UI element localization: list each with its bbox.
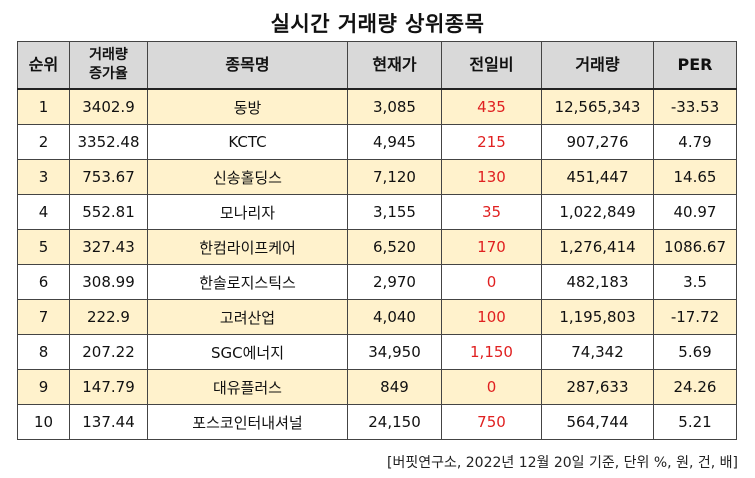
cell-rank: 2 bbox=[17, 124, 70, 160]
cell-current-price: 6,520 bbox=[347, 229, 442, 265]
cell-current-price: 4,945 bbox=[347, 124, 442, 160]
header-change: 전일비 bbox=[441, 41, 542, 90]
cell-stock-name: SGC에너지 bbox=[147, 334, 348, 370]
cell-current-price: 3,085 bbox=[347, 88, 442, 125]
cell-rank: 5 bbox=[17, 229, 70, 265]
cell-rank: 1 bbox=[17, 88, 70, 125]
cell-change: 0 bbox=[441, 369, 542, 405]
cell-rank: 8 bbox=[17, 334, 70, 370]
cell-stock-name: 한컴라이프케어 bbox=[147, 229, 348, 265]
cell-per: -33.53 bbox=[653, 88, 737, 125]
table-row: 5 327.43 한컴라이프케어 6,520 170 1,276,414 1086.67 bbox=[17, 229, 737, 265]
header-volume-growth-label: 거래량 증가율 bbox=[89, 47, 128, 82]
cell-current-price: 24,150 bbox=[347, 404, 442, 440]
cell-change: 0 bbox=[441, 264, 542, 300]
cell-current-price: 3,155 bbox=[347, 194, 442, 230]
cell-current-price: 2,970 bbox=[347, 264, 442, 300]
table-row: 3 753.67 신송홀딩스 7,120 130 451,447 14.65 bbox=[17, 159, 737, 195]
table-header-row: 순위 거래량 증가율 종목명 현재가 전일비 거래량 PER bbox=[17, 41, 737, 90]
cell-volume: 1,022,849 bbox=[541, 194, 654, 230]
cell-stock-name: KCTC bbox=[147, 124, 348, 160]
cell-volume-growth: 327.43 bbox=[69, 229, 148, 265]
cell-change: 750 bbox=[441, 404, 542, 440]
cell-volume: 287,633 bbox=[541, 369, 654, 405]
cell-rank: 9 bbox=[17, 369, 70, 405]
cell-volume: 1,195,803 bbox=[541, 299, 654, 335]
cell-change: 130 bbox=[441, 159, 542, 195]
cell-stock-name: 고려산업 bbox=[147, 299, 348, 335]
cell-per: 40.97 bbox=[653, 194, 737, 230]
cell-volume: 564,744 bbox=[541, 404, 654, 440]
cell-per: 24.26 bbox=[653, 369, 737, 405]
cell-change: 215 bbox=[441, 124, 542, 160]
stock-table: 순위 거래량 증가율 종목명 현재가 전일비 거래량 PER 1 3402.9 동방 3… bbox=[17, 41, 737, 440]
cell-volume-growth: 3352.48 bbox=[69, 124, 148, 160]
cell-current-price: 34,950 bbox=[347, 334, 442, 370]
cell-volume: 1,276,414 bbox=[541, 229, 654, 265]
cell-stock-name: 한솔로지스틱스 bbox=[147, 264, 348, 300]
cell-current-price: 7,120 bbox=[347, 159, 442, 195]
cell-volume-growth: 137.44 bbox=[69, 404, 148, 440]
footnote: [버핏연구소, 2022년 12월 20일 기준, 단위 %, 원, 건, 배] bbox=[387, 455, 738, 471]
cell-per: 5.69 bbox=[653, 334, 737, 370]
cell-rank: 4 bbox=[17, 194, 70, 230]
cell-change: 35 bbox=[441, 194, 542, 230]
cell-volume: 12,565,343 bbox=[541, 88, 654, 125]
cell-current-price: 4,040 bbox=[347, 299, 442, 335]
cell-change: 100 bbox=[441, 299, 542, 335]
cell-per: 1086.67 bbox=[653, 229, 737, 265]
cell-volume: 907,276 bbox=[541, 124, 654, 160]
page-title: 실시간 거래량 상위종목 bbox=[270, 12, 485, 36]
header-rank: 순위 bbox=[17, 41, 70, 90]
header-volume-growth: 거래량 증가율 bbox=[69, 41, 148, 90]
cell-change: 435 bbox=[441, 88, 542, 125]
cell-stock-name: 포스코인터내셔널 bbox=[147, 404, 348, 440]
table-row: 10 137.44 포스코인터내셔널 24,150 750 564,744 5.21 bbox=[17, 404, 737, 440]
cell-volume-growth: 207.22 bbox=[69, 334, 148, 370]
cell-volume: 451,447 bbox=[541, 159, 654, 195]
cell-current-price: 849 bbox=[347, 369, 442, 405]
cell-per: -17.72 bbox=[653, 299, 737, 335]
table-row: 8 207.22 SGC에너지 34,950 1,150 74,342 5.69 bbox=[17, 334, 737, 370]
cell-change: 1,150 bbox=[441, 334, 542, 370]
table-row: 6 308.99 한솔로지스틱스 2,970 0 482,183 3.5 bbox=[17, 264, 737, 300]
cell-volume-growth: 753.67 bbox=[69, 159, 148, 195]
cell-volume-growth: 3402.9 bbox=[69, 88, 148, 125]
cell-rank: 3 bbox=[17, 159, 70, 195]
table-row: 7 222.9 고려산업 4,040 100 1,195,803 -17.72 bbox=[17, 299, 737, 335]
cell-rank: 6 bbox=[17, 264, 70, 300]
cell-volume: 482,183 bbox=[541, 264, 654, 300]
table-row: 9 147.79 대유플러스 849 0 287,633 24.26 bbox=[17, 369, 737, 405]
cell-per: 3.5 bbox=[653, 264, 737, 300]
cell-change: 170 bbox=[441, 229, 542, 265]
cell-per: 4.79 bbox=[653, 124, 737, 160]
header-current-price: 현재가 bbox=[347, 41, 442, 90]
table-row: 1 3402.9 동방 3,085 435 12,565,343 -33.53 bbox=[17, 88, 737, 125]
cell-stock-name: 동방 bbox=[147, 88, 348, 125]
cell-volume-growth: 222.9 bbox=[69, 299, 148, 335]
cell-stock-name: 모나리자 bbox=[147, 194, 348, 230]
cell-rank: 7 bbox=[17, 299, 70, 335]
cell-volume-growth: 147.79 bbox=[69, 369, 148, 405]
table-row: 4 552.81 모나리자 3,155 35 1,022,849 40.97 bbox=[17, 194, 737, 230]
cell-per: 5.21 bbox=[653, 404, 737, 440]
cell-volume-growth: 552.81 bbox=[69, 194, 148, 230]
cell-stock-name: 대유플러스 bbox=[147, 369, 348, 405]
header-stock-name: 종목명 bbox=[147, 41, 348, 90]
cell-volume: 74,342 bbox=[541, 334, 654, 370]
cell-volume-growth: 308.99 bbox=[69, 264, 148, 300]
cell-rank: 10 bbox=[17, 404, 70, 440]
cell-per: 14.65 bbox=[653, 159, 737, 195]
table-row: 2 3352.48 KCTC 4,945 215 907,276 4.79 bbox=[17, 124, 737, 160]
header-volume: 거래량 bbox=[541, 41, 654, 90]
header-per: PER bbox=[653, 41, 737, 90]
cell-stock-name: 신송홀딩스 bbox=[147, 159, 348, 195]
